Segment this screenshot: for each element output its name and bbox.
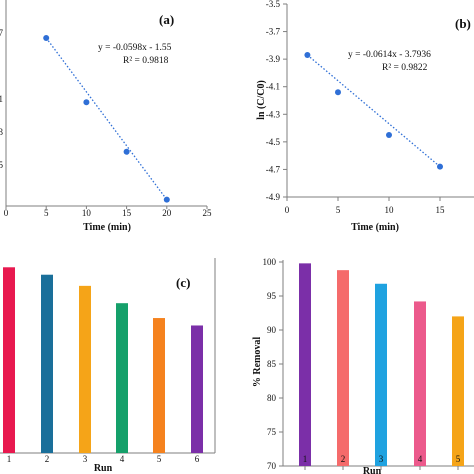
panel-b-data-point (437, 163, 443, 170)
panel-b-chart: -3.5-3.7-3.9-4.1-4.3-4.5-4.7-4.9 0 5 10 15 … (256, 0, 474, 233)
panel-d-chart: 70 75 80 85 90 95 100 1 2 3 4 5 Run % Removal (252, 257, 474, 474)
panel-b-x-tick-label: 10 (385, 205, 395, 215)
panel-c-x-tick-label: 4 (120, 454, 125, 464)
panel-d-y-tick-label: 90 (267, 325, 277, 335)
panel-c-x-tick-label: 2 (45, 454, 50, 464)
panel-c-x-tick-label: 1 (7, 454, 12, 464)
panel-d-x-tick-label: 1 (303, 454, 308, 464)
panel-d-x-tick-label: 4 (418, 454, 423, 464)
panel-d-y-tick-label: 85 (267, 359, 277, 369)
panel-a-chart: -3.7 -4.1 -4.3 -4.5 0 5 10 15 20 25 (a) y = -0.0… (0, 0, 212, 233)
panel-b-x-tick-label: 0 (285, 205, 290, 215)
panel-b-data-point (335, 89, 341, 96)
panel-c-label: (c) (176, 275, 190, 290)
panel-b-y-axis-title: ln (C/C0) (256, 80, 267, 120)
panel-b-label: (b) (455, 16, 471, 31)
panel-a-y-tick-label: -3.7 (0, 28, 3, 38)
panel-b-y-tick-label: -3.7 (266, 27, 281, 37)
panel-d-y-tick-label: 80 (267, 393, 277, 403)
panel-b-y-tick-label: -4.5 (266, 137, 281, 147)
panel-d-bar (299, 263, 311, 466)
panel-d-bar (452, 316, 464, 466)
panel-a-data-point (163, 196, 170, 203)
panel-a-x-tick-label: 10 (82, 208, 92, 218)
panel-b-data-point (304, 52, 311, 59)
panel-c-chart: 1 2 3 4 5 6 (c) Run (0, 258, 216, 474)
panel-c-x-tick-label: 6 (195, 454, 200, 464)
panel-c-bar (153, 318, 165, 453)
panel-b-y-tick-label: -4.9 (266, 192, 281, 202)
panel-b-x-tick-label: 15 (436, 205, 446, 215)
panel-c-x-tick-label: 3 (83, 454, 88, 464)
panel-a-y-tick-label: -4.3 (0, 127, 3, 137)
panel-a-x-axis-title: Time (min) (83, 222, 131, 233)
panel-d-y-tick-label: 75 (267, 427, 277, 437)
panel-a-r-squared: R² = 0.9818 (123, 56, 169, 66)
panel-a-y-tick-label: -4.1 (0, 94, 3, 104)
panel-c-bar (41, 274, 53, 453)
panel-d-x-axis-title: Run (363, 466, 382, 474)
panel-b-y-tick-label: -3.9 (266, 54, 281, 64)
panel-b-y-tick-label: -3.5 (266, 0, 281, 9)
panel-d-bar (414, 301, 426, 466)
panel-a-label: (a) (159, 12, 174, 27)
panel-c-bar (191, 325, 203, 453)
panel-d-x-tick-label: 2 (341, 454, 346, 464)
panel-b-y-tick-label: -4.3 (266, 109, 281, 119)
panel-a-x-tick-label: 0 (4, 208, 9, 218)
panel-d-y-tick-label: 100 (263, 257, 277, 267)
panel-c-bar (79, 285, 91, 453)
panel-a-x-tick-label: 25 (203, 208, 213, 218)
panel-b-y-tick-label: -4.1 (266, 82, 280, 92)
panel-b-x-axis-title: Time (min) (351, 222, 399, 233)
panel-b-y-tick-label: -4.7 (266, 164, 281, 174)
panel-c-bar (3, 267, 15, 453)
panel-a-x-tick-label: 15 (122, 208, 132, 218)
panel-b-equation: y = -0.0614x - 3.7936 (348, 50, 431, 60)
panel-d-bar (337, 270, 349, 466)
panel-b-trendline (306, 54, 441, 168)
panel-d-bar (375, 283, 387, 466)
panel-b-r-squared: R² = 0.9822 (382, 63, 428, 73)
panel-a-data-point (83, 99, 90, 106)
panel-d-y-axis-title: % Removal (252, 337, 263, 387)
panel-a-y-tick-label: -4.5 (0, 160, 3, 170)
panel-b-x-tick-label: 5 (336, 205, 341, 215)
panel-a-x-tick-label: 20 (162, 208, 172, 218)
panel-c-bar (116, 303, 128, 453)
panel-d-y-tick-label: 70 (267, 461, 277, 471)
panel-d-y-tick-label: 95 (267, 291, 277, 301)
panel-a-trendline (45, 37, 168, 201)
panel-a-data-point (43, 34, 50, 41)
panel-c-x-axis-title: Run (94, 463, 113, 474)
panel-d-x-tick-label: 5 (456, 454, 461, 464)
panel-a-equation: y = -0.0598x - 1.55 (98, 43, 172, 53)
panel-c-x-tick-label: 5 (157, 454, 162, 464)
panel-a-x-tick-label: 5 (44, 208, 49, 218)
panel-b-data-point (386, 131, 392, 138)
panel-d-x-tick-label: 3 (379, 454, 384, 464)
panel-a-data-point (123, 148, 130, 155)
